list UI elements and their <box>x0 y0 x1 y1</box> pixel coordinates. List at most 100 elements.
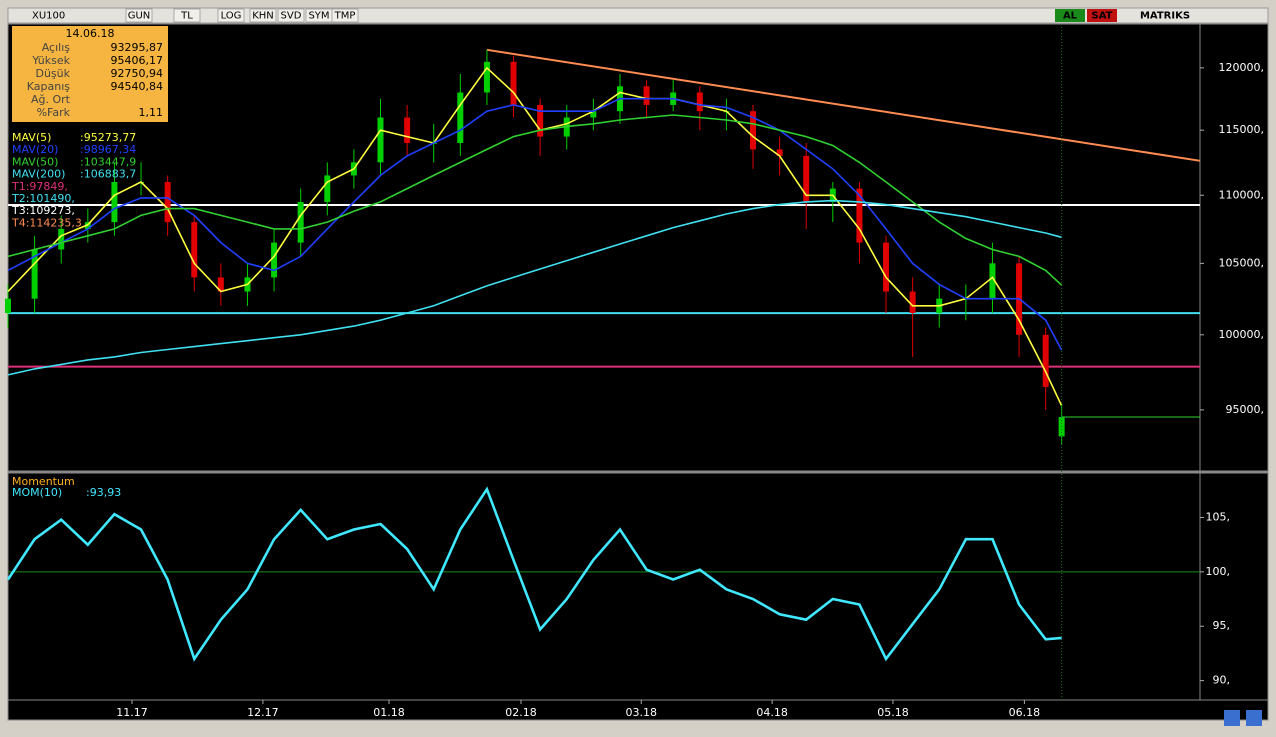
toolbar-button-label[interactable]: SVD <box>281 11 302 22</box>
info-value: 1,11 <box>139 106 164 119</box>
y-tick-label: 100000, <box>1219 328 1265 341</box>
toolbar-button-label[interactable]: SYM <box>308 11 329 22</box>
legend-name: MAV(50) <box>12 155 58 168</box>
candle-body <box>883 242 890 292</box>
candle-body <box>191 222 198 278</box>
info-value: 94540,84 <box>111 80 164 93</box>
y-tick-label: 90, <box>1213 674 1231 687</box>
candle-body <box>324 175 331 202</box>
candle-body <box>856 188 863 243</box>
y-tick-label: 100, <box>1206 565 1231 578</box>
info-label: Düşük <box>35 67 70 80</box>
info-label: Ağ. Ort <box>31 93 71 106</box>
x-tick-label: 02.18 <box>505 706 537 719</box>
toolbar-button-label[interactable]: TL <box>180 11 193 22</box>
candle-body <box>111 182 118 223</box>
y-tick-label: 110000, <box>1219 188 1265 201</box>
legend-label: T2:101490, <box>11 192 75 205</box>
buy-button[interactable] <box>1055 9 1085 22</box>
x-axis-strip <box>7 699 1269 721</box>
candle-body <box>510 61 517 105</box>
toolbar-button[interactable] <box>249 8 277 23</box>
toolbar-button-label[interactable]: GUN <box>128 11 151 22</box>
candle-body <box>989 263 996 299</box>
candle-body <box>5 298 11 314</box>
legend-label: T3:109273, <box>11 204 75 217</box>
candle-body <box>696 92 703 112</box>
candle-body <box>590 111 597 118</box>
candle-body <box>537 104 544 137</box>
candle-body <box>58 228 65 250</box>
candle-body <box>404 117 411 143</box>
y-tick-label: 95000, <box>1226 403 1265 416</box>
y-tick-label: 105, <box>1206 510 1231 523</box>
candle-body <box>164 182 171 223</box>
y-tick-label: 120000, <box>1219 61 1265 74</box>
toolbar-button-label[interactable]: TMP <box>334 11 356 22</box>
series-line <box>7 114 1063 286</box>
info-label: Kapanış <box>27 80 71 93</box>
series-line <box>6 486 1062 662</box>
toolbar-button[interactable] <box>331 8 359 23</box>
scroll-icon[interactable] <box>1224 710 1240 726</box>
toolbar-button[interactable] <box>173 8 201 23</box>
toolbar-button[interactable] <box>217 8 245 23</box>
candle-body <box>909 291 916 314</box>
y-tick-label: 105000, <box>1219 256 1265 269</box>
legend-value: :103447,9 <box>80 155 136 168</box>
x-tick-label: 01.18 <box>373 706 405 719</box>
info-date: 14.06.18 <box>66 27 115 40</box>
candle-body <box>750 111 756 150</box>
x-tick-label: 12.17 <box>247 706 279 719</box>
trend-line <box>486 48 1201 162</box>
sell-button[interactable] <box>1087 9 1117 22</box>
y-tick-label: 115000, <box>1219 123 1265 136</box>
toolbar-button[interactable] <box>125 8 153 23</box>
plot-background <box>7 23 1269 701</box>
info-box <box>12 26 168 122</box>
candle-body <box>217 277 224 292</box>
candle-body <box>483 61 490 93</box>
legend-name: MAV(5) <box>12 131 51 144</box>
legend-name: MAV(200) <box>12 168 65 181</box>
legend-label: T1:97849, <box>11 180 68 193</box>
candle-body <box>776 149 783 156</box>
toolbar-button-label[interactable]: LOG <box>221 11 242 22</box>
legend-label: T4:114235,3 <box>11 216 82 229</box>
panel-title: Momentum <box>12 475 75 488</box>
brand: MATRIKS <box>1140 11 1190 22</box>
buy-label[interactable]: AL <box>1063 11 1078 22</box>
legend-value: :93,93 <box>86 486 121 499</box>
info-label: Yüksek <box>31 54 70 67</box>
candle-body <box>297 201 304 243</box>
candle-body <box>643 86 650 105</box>
legend-name: MOM(10) <box>12 486 62 499</box>
info-value: 92750,94 <box>111 67 164 80</box>
candle-body <box>457 92 464 143</box>
series-line <box>7 199 1062 376</box>
info-value: 93295,87 <box>111 41 164 54</box>
candle-body <box>1042 334 1049 387</box>
y-tick-label: 95, <box>1213 619 1231 632</box>
x-tick-label: 05.18 <box>877 706 909 719</box>
series-line <box>7 97 1063 351</box>
legend-value: :95273,77 <box>80 131 136 144</box>
x-tick-label: 06.18 <box>1009 706 1041 719</box>
legend-value: :106883,7 <box>80 168 136 181</box>
toolbar-button-label[interactable]: KHN <box>252 11 274 22</box>
candle-body <box>377 117 384 163</box>
info-label: %Fark <box>37 106 71 119</box>
candle-body <box>271 242 278 278</box>
legend-value: :98967,34 <box>80 143 136 156</box>
info-value: 95406,17 <box>111 54 164 67</box>
x-tick-label: 11.17 <box>116 706 148 719</box>
sell-label[interactable]: SAT <box>1092 11 1113 22</box>
x-tick-label: 04.18 <box>756 706 788 719</box>
zoom-icon[interactable] <box>1246 710 1262 726</box>
candle-body <box>803 155 810 202</box>
candle-body <box>31 249 38 299</box>
toolbar-button[interactable] <box>277 8 305 23</box>
x-tick-label: 03.18 <box>626 706 658 719</box>
